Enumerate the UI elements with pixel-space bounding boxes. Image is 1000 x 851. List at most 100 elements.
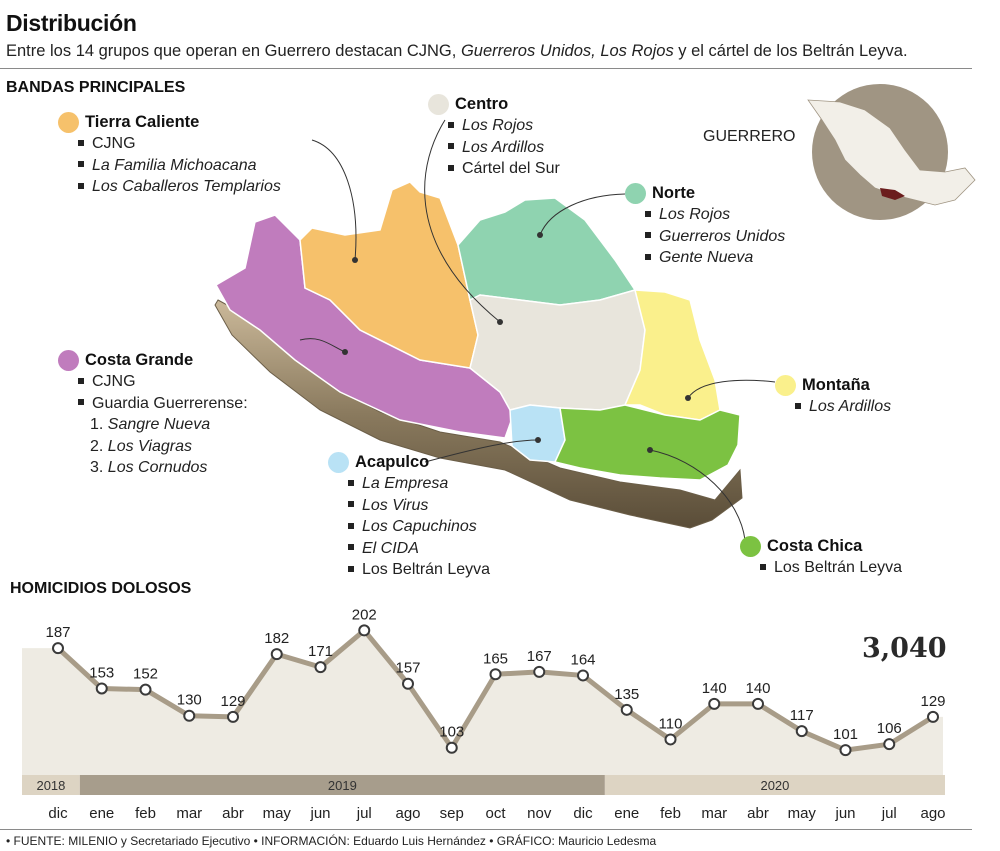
subtitle-part: y el cártel de los Beltrán Leyva. <box>673 42 908 60</box>
month-tick-label: oct <box>485 805 506 822</box>
region-group-item: Los Beltrán Leyva <box>760 557 902 579</box>
region-name: Acapulco <box>355 453 430 471</box>
subgroup-name: Sangre Nueva <box>107 416 211 433</box>
year-label: 2019 <box>328 778 357 793</box>
month-tick-label: ago <box>920 805 945 822</box>
month-tick-label: jun <box>834 805 855 822</box>
month-tick-label: feb <box>660 805 681 822</box>
leader-dots <box>342 232 691 453</box>
chart-value-label: 103 <box>439 724 464 741</box>
month-tick-label: may <box>263 805 292 822</box>
footer-credits: • FUENTE: MILENIO y Secretariado Ejecuti… <box>6 834 657 848</box>
chart-value-label: 129 <box>220 693 245 710</box>
region-name: Tierra Caliente <box>85 113 200 131</box>
chart-value-label: 164 <box>570 651 595 668</box>
region-legend-norte: Norte Los Rojos Guerreros Unidos Gente Nue… <box>625 183 785 269</box>
chart-value-label: 140 <box>745 680 770 697</box>
page-title: Distribución <box>6 10 137 36</box>
chart-value-label: 187 <box>45 624 70 641</box>
region-group-item: CJNG <box>78 133 281 155</box>
chart-point <box>445 741 458 754</box>
region-legend-costa-chica: Costa Chica Los Beltrán Leyva <box>740 536 902 579</box>
chart-section-heading: HOMICIDIOS DOLOSOS <box>10 580 192 597</box>
month-tick-label: jun <box>309 805 330 822</box>
region-subgroup-item: 3. Los Cornudos <box>78 457 248 479</box>
chart-point <box>402 677 414 690</box>
region-group-item: Los Ardillos <box>795 396 891 418</box>
chart-point <box>270 648 283 661</box>
month-tick-label: sep <box>440 805 464 822</box>
region-legend-montana: Montaña Los Ardillos <box>775 375 891 418</box>
chart-value-label: 106 <box>877 720 902 737</box>
region-name: Centro <box>455 95 509 113</box>
year-label: 2018 <box>36 778 65 793</box>
chart-value-label: 202 <box>352 606 377 623</box>
chart-area-fill <box>22 630 943 775</box>
month-tick-label: mar <box>701 805 727 822</box>
coast-edge <box>214 299 743 529</box>
chart-value-label: 167 <box>527 648 552 665</box>
region-legend-costa-grande: Costa Grande CJNG Guardia Guerrerense: 1. … <box>58 350 248 479</box>
month-tick-label: may <box>788 805 817 822</box>
leader-lines <box>299 119 776 541</box>
region-norte <box>457 197 637 306</box>
region-color-dot <box>775 375 796 396</box>
chart-value-label: 117 <box>790 707 814 724</box>
region-group-item: Los Beltrán Leyva <box>348 559 490 581</box>
region-group-item: Cártel del Sur <box>448 158 560 180</box>
chart-point <box>620 703 633 716</box>
chart-value-label: 157 <box>395 660 420 677</box>
header-divider <box>0 68 972 69</box>
chart-value-label: 153 <box>89 664 114 681</box>
subgroup-number: 1. <box>90 416 108 433</box>
region-costa-chica <box>553 404 741 481</box>
chart-point <box>227 710 239 723</box>
month-tick-label: abr <box>747 805 769 822</box>
region-group-item: Los Ardillos <box>448 137 560 159</box>
chart-value-label: 165 <box>483 650 508 667</box>
homicides-chart: 187 153 152 130 129 182 171 202 157 103 165 167 164 1… <box>22 606 946 822</box>
region-group-item: La Empresa <box>348 473 490 495</box>
subgroup-name: Los Viagras <box>107 437 192 455</box>
region-group-item: Los Caballeros Templarios <box>78 176 281 198</box>
month-tick-label: jul <box>356 805 372 822</box>
region-group-item: La Familia Michoacana <box>78 155 281 177</box>
chart-point <box>752 697 764 710</box>
chart-point <box>95 682 108 695</box>
chart-value-label: 101 <box>833 726 858 743</box>
chart-value-label: 130 <box>177 692 202 709</box>
chart-point <box>795 725 808 738</box>
guerrero-map <box>214 84 976 541</box>
region-group-item: CJNG <box>78 371 248 393</box>
subtitle-part: Guerreros Unidos, Los Rojos <box>460 42 674 60</box>
mexico-locator <box>807 84 976 220</box>
region-group-item: Los Rojos <box>448 115 560 137</box>
chart-value-label: 182 <box>264 630 289 647</box>
month-tick-label: jul <box>881 805 897 822</box>
region-legend-tierra-caliente: Tierra Caliente CJNG La Familia Michoacan… <box>58 112 281 198</box>
chart-point <box>883 738 896 751</box>
month-tick-label: dic <box>48 805 68 822</box>
region-name: Costa Chica <box>767 537 863 555</box>
chart-value-label: 129 <box>920 693 945 710</box>
region-group-item: Los Virus <box>348 495 490 517</box>
region-color-dot <box>58 350 79 371</box>
page-subtitle: Entre los 14 grupos que operan en Guerre… <box>6 42 908 61</box>
chart-point <box>314 661 327 674</box>
state-label: GUERRERO <box>703 128 796 145</box>
footer-divider <box>0 829 972 830</box>
region-group-item: Gente Nueva <box>645 247 785 269</box>
chart-point <box>533 665 546 678</box>
region-subgroup-item: 1. Sangre Nueva <box>78 414 248 436</box>
month-tick-label: abr <box>222 805 244 822</box>
chart-point <box>358 624 371 637</box>
region-name: Norte <box>652 184 696 202</box>
region-group-item: El CIDA <box>348 538 490 560</box>
subgroup-name: Los Cornudos <box>107 459 208 476</box>
month-tick-label: dic <box>573 805 593 822</box>
region-color-dot <box>428 94 449 115</box>
region-subgroup-item: 2. Los Viagras <box>78 436 248 458</box>
chart-value-label: 140 <box>702 680 727 697</box>
chart-point <box>708 697 721 710</box>
month-tick-label: ene <box>89 805 114 822</box>
